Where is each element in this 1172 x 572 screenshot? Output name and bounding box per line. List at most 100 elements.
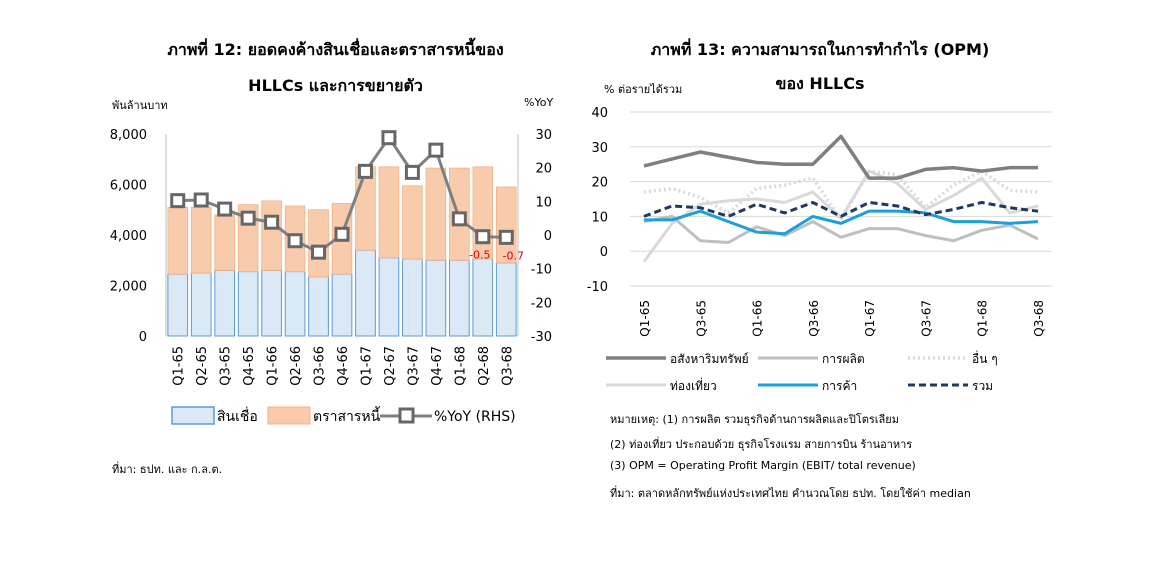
chart13-x-tick-label: Q3-66 (807, 300, 821, 337)
chart12-bar-loans (495, 262, 517, 337)
chart12-yoy-marker (428, 142, 444, 158)
chart12-x-tick-label: Q3-68 (500, 346, 515, 386)
chart12-data-label: -0.7 (503, 249, 524, 262)
chart13-y-tick-label: 30 (591, 141, 608, 156)
chart12-legend-swatch-bonds (267, 406, 311, 425)
chart12-legend-loans: สินเชื่อ (217, 407, 258, 425)
chart12-x-tick-label: Q3-66 (313, 346, 328, 386)
chart12-x-tick-label: Q2-65 (195, 346, 210, 386)
chart12-bar-loans (331, 273, 353, 337)
chart13-note-3: (3) OPM = Operating Profit Margin (EBIT/… (610, 459, 916, 472)
chart12-bar-bonds (425, 167, 447, 261)
chart13-x-tick-label: Q1-68 (976, 300, 990, 337)
chart13-legend-label: ท่องเที่ยว (670, 377, 717, 393)
chart12-left-tick-label: 2,000 (110, 280, 147, 295)
chart12-bar-loans (402, 258, 423, 337)
chart12-bar-bonds (402, 185, 423, 260)
chart13-x-tick-label: Q3-65 (694, 300, 708, 337)
chart12-legend-yoy: %YoY (RHS) (434, 409, 516, 425)
chart13-series-line (643, 169, 1039, 222)
chart12-right-tick-label: 20 (535, 162, 552, 177)
chart12-x-tick-label: Q1-66 (266, 346, 281, 386)
chart12-legend-swatch-yoy-marker (398, 407, 415, 424)
chart12-x-tick-label: Q1-68 (453, 346, 468, 386)
chart13-axis-label: % ต่อรายได้รวม (604, 83, 683, 96)
chart12-right-tick-label: 30 (535, 128, 552, 143)
chart12-legend-bonds: ตราสารหนี้ (313, 406, 381, 425)
chart13-note-2: (2) ท่องเที่ยว ประกอบด้วย ธุรกิจโรงแรม ส… (610, 438, 913, 451)
chart12-right-tick-label: -20 (531, 296, 552, 311)
chart13-series-line (644, 209, 1039, 236)
chart13-series-line (643, 134, 1038, 180)
chart13-y-tick-label: 40 (591, 106, 608, 121)
chart12-x-tick-label: Q2-66 (289, 346, 304, 386)
chart12-x-tick-label: Q2-68 (477, 346, 492, 386)
chart13-x-tick-label: Q3-68 (1032, 300, 1046, 337)
chart13-legend-label: รวม (972, 379, 993, 393)
chart12-bar-loans (378, 257, 400, 337)
chart13-legend-label: การค้า (822, 379, 857, 393)
chart13-x-tick-label: Q1-65 (638, 300, 652, 337)
chart12-x-tick-label: Q4-65 (242, 346, 257, 386)
chart12-bar-bonds (261, 200, 282, 271)
chart12-x-tick-label: Q1-65 (172, 346, 187, 386)
chart12-yoy-marker (170, 193, 186, 209)
chart13-note-4: ที่มา: ตลาดหลักทรัพย์แห่งประเทศไทย คำนวณ… (610, 487, 971, 500)
chart12-yoy-marker (381, 130, 397, 146)
chart12-right-axis-label: %YoY (524, 96, 554, 109)
chart12-bar-loans (425, 259, 447, 337)
chart12-yoy-marker (404, 164, 420, 180)
chart12-bar-bonds (190, 206, 212, 274)
chart13-y-tick-label: 10 (591, 210, 608, 225)
chart12-yoy-marker (334, 226, 350, 242)
chart13-title-line2: ของ HLLCs (775, 74, 865, 93)
chart12-bar-loans (355, 249, 376, 337)
chart12-bar-loans (284, 271, 306, 337)
chart12-x-tick-label: Q4-67 (430, 346, 445, 386)
chart12-yoy-marker (475, 229, 491, 245)
chart12-x-tick-label: Q4-66 (336, 346, 351, 386)
chart12-bar-bonds (214, 214, 235, 271)
chart13-legend-label: อื่น ๆ (972, 350, 998, 366)
chart13-series-line (643, 214, 1039, 244)
chart13-y-tick-label: 20 (591, 176, 608, 191)
chart13-y-tick-label: -10 (587, 280, 608, 295)
chart12-bar-bonds (355, 166, 376, 251)
chart12-legend-swatch-loans (171, 406, 215, 425)
chart12-bar-loans (308, 276, 329, 337)
chart12-x-tick-label: Q1-67 (359, 346, 374, 386)
chart12-yoy-marker (287, 233, 303, 249)
chart12-bar-loans (472, 258, 494, 337)
chart12-bar-loans (190, 272, 212, 337)
chart12-yoy-marker (264, 214, 280, 230)
chart13-series-line (643, 200, 1039, 218)
chart12-yoy-marker (193, 192, 209, 208)
chart12-left-tick-label: 0 (139, 330, 147, 345)
chart12-left-tick-label: 4,000 (110, 229, 147, 244)
chart12-yoy-marker (451, 211, 467, 227)
chart12-data-label: -0.5 (469, 249, 490, 262)
chart12-bar-bonds (472, 166, 494, 260)
chart13-x-tick-label: Q3-67 (919, 300, 933, 337)
chart12-bar-loans (214, 269, 236, 337)
chart12-bar-loans (261, 269, 282, 337)
chart12-x-tick-label: Q2-67 (383, 346, 398, 386)
chart12-bar-bonds (308, 209, 329, 278)
chart12-yoy-marker (498, 229, 514, 245)
chart12-bar-bonds (167, 206, 188, 275)
chart12-left-tick-label: 6,000 (110, 179, 147, 194)
chart12-source: ที่มา: ธปท. และ ก.ล.ต. (112, 463, 223, 476)
chart12-right-tick-label: -10 (531, 263, 552, 278)
chart12-bar-loans (237, 271, 259, 337)
chart13-x-tick-label: Q1-67 (863, 300, 877, 337)
chart12-bar-bonds (378, 166, 400, 259)
chart13-legend-label: อสังหาริมทรัพย์ (670, 352, 749, 366)
chart13-x-tick-label: Q1-66 (751, 300, 765, 337)
chart12-yoy-marker (311, 244, 327, 260)
chart12-right-tick-label: 0 (544, 229, 552, 244)
chart13-legend-label: การผลิต (822, 352, 865, 366)
chart12-title-line2: HLLCs และการขยายตัว (248, 76, 423, 95)
chart13-note-1: หมายเหตุ: (1) การผลิต รวมธุรกิจด้านการผล… (610, 413, 899, 426)
chart12-left-tick-label: 8,000 (110, 128, 147, 143)
